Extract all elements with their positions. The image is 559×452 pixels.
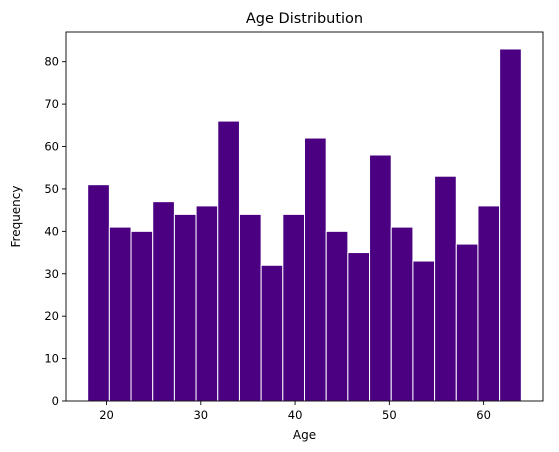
bar-19 [477, 205, 501, 402]
bar-12 [325, 230, 349, 402]
y-tick-label: 80 [44, 55, 59, 69]
bar-8 [238, 213, 262, 402]
y-tick-label: 30 [44, 267, 59, 281]
bar-20 [499, 48, 522, 402]
bar-6 [195, 205, 219, 402]
y-tick-label: 40 [44, 224, 59, 238]
x-tick-label: 40 [288, 408, 303, 422]
bar-13 [347, 252, 371, 402]
y-tick-label: 20 [44, 309, 59, 323]
y-tick-label: 0 [52, 394, 59, 408]
bar-11 [304, 137, 327, 402]
x-axis-ticks: 20 30 40 50 60 [99, 401, 491, 422]
x-axis-label: Age [293, 428, 316, 442]
bar-4 [152, 201, 175, 402]
y-tick-label: 10 [44, 352, 59, 366]
y-axis-label: Frequency [9, 186, 23, 248]
x-tick-label: 60 [476, 408, 491, 422]
y-tick-label: 50 [44, 182, 59, 196]
bar-3 [130, 230, 154, 402]
bar-2 [108, 226, 132, 402]
y-tick-label: 70 [44, 97, 59, 111]
plot-frame [65, 31, 544, 402]
bar-18 [455, 243, 479, 402]
bar-16 [412, 260, 436, 402]
x-tick-label: 20 [99, 408, 114, 422]
x-tick-label: 30 [193, 408, 208, 422]
bar-7 [217, 120, 240, 402]
bar-5 [173, 213, 197, 402]
bar-15 [390, 226, 414, 402]
y-tick-label: 60 [44, 140, 59, 154]
bar-1 [87, 184, 110, 402]
bar-9 [260, 264, 284, 402]
bar-17 [434, 175, 457, 402]
bar-14 [369, 154, 392, 402]
bar-10 [282, 213, 305, 402]
bars-group [87, 48, 522, 402]
y-axis-ticks: 0 10 20 30 40 50 60 70 80 [44, 55, 66, 408]
x-tick-label: 50 [382, 408, 397, 422]
chart-title: Age Distribution [246, 11, 363, 27]
